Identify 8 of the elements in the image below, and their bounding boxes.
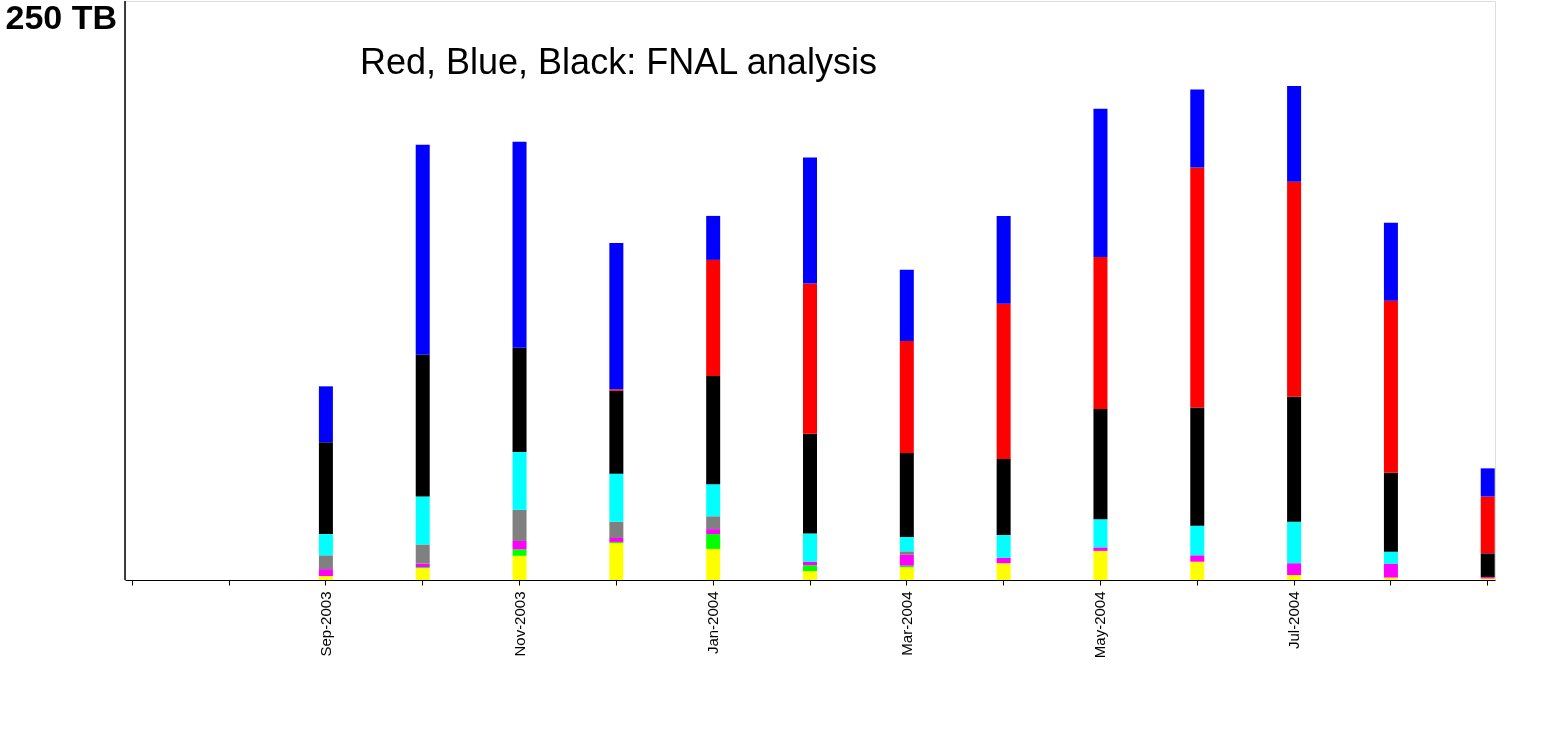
x-tick-label: Sep-2003 [316,591,334,657]
text: Red, Blue, Black: FNAL analysis [360,41,877,82]
x-tick-label: May-2004 [1091,591,1109,659]
x-tick-label: Jul-2004 [1285,591,1303,650]
text: 250 TB [5,0,117,36]
x-tick-label: Jan-2004 [704,591,722,655]
x-tick-label: Mar-2004 [897,591,915,656]
x-tick-label: Nov-2003 [510,591,528,657]
